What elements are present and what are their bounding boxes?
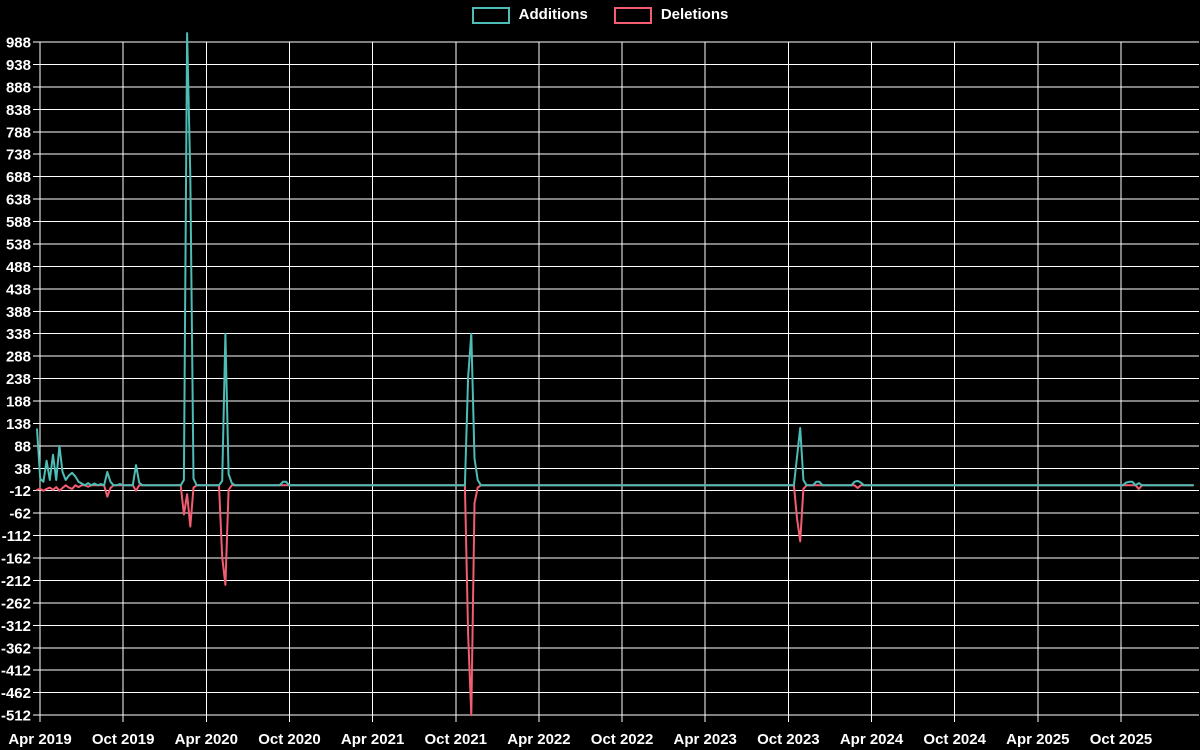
y-tick-label: -312 xyxy=(1,618,31,635)
x-tick-label: Apr 2025 xyxy=(1006,731,1069,748)
x-tick-label: Oct 2022 xyxy=(591,731,654,748)
y-tick-label: -362 xyxy=(1,640,31,657)
y-tick-label: -412 xyxy=(1,663,31,680)
chart-legend: Additions Deletions xyxy=(0,6,1200,24)
y-tick-label: -462 xyxy=(1,685,31,702)
y-tick-label: 488 xyxy=(6,259,31,276)
y-tick-label: 238 xyxy=(6,371,31,388)
x-tick-label: Apr 2024 xyxy=(840,731,904,748)
x-tick-label: Oct 2025 xyxy=(1090,731,1153,748)
y-tick-label: 738 xyxy=(6,147,31,164)
y-tick-label: 438 xyxy=(6,281,31,298)
y-tick-label: -262 xyxy=(1,595,31,612)
y-tick-label: -12 xyxy=(9,483,31,500)
legend-additions-label: Additions xyxy=(518,6,588,23)
y-tick-label: 538 xyxy=(6,236,31,253)
y-tick-label: 388 xyxy=(6,304,31,321)
additions-series-line xyxy=(36,32,1194,487)
deletions-swatch-icon xyxy=(613,6,652,24)
y-tick-label: 888 xyxy=(6,79,31,96)
x-tick-label: Oct 2019 xyxy=(92,731,155,748)
y-tick-label: 38 xyxy=(14,461,31,478)
x-axis-labels: Apr 2019 Oct 2019 Apr 2020 Oct 2020 Apr 2021… xyxy=(8,731,1152,748)
plot-grid-horizontal xyxy=(33,41,1199,716)
legend-deletions-label: Deletions xyxy=(660,6,729,23)
y-axis-labels: 988 938 888 838 788 738 688 638 588 538 488 438 388 3… xyxy=(1,35,31,725)
x-tick-label: Oct 2020 xyxy=(258,731,321,748)
y-tick-label: 588 xyxy=(6,214,31,231)
legend-item-deletions[interactable]: Deletions xyxy=(613,6,729,24)
y-tick-label: 688 xyxy=(6,169,31,186)
plot-grid-vertical xyxy=(39,42,1122,722)
x-tick-label: Apr 2019 xyxy=(8,731,71,748)
y-tick-label: 288 xyxy=(6,349,31,366)
y-tick-label: -112 xyxy=(2,528,31,545)
y-tick-label: 138 xyxy=(6,416,31,433)
legend-item-additions[interactable]: Additions xyxy=(471,6,588,24)
x-tick-label: Apr 2021 xyxy=(341,731,404,748)
additions-swatch-icon xyxy=(471,6,510,24)
x-tick-label: Oct 2021 xyxy=(424,731,487,748)
x-tick-label: Apr 2022 xyxy=(507,731,570,748)
x-tick-label: Apr 2023 xyxy=(674,731,737,748)
y-tick-label: 988 xyxy=(6,35,31,52)
y-tick-label: 188 xyxy=(6,393,31,410)
y-tick-label: 938 xyxy=(6,57,31,74)
y-tick-label: -162 xyxy=(1,551,31,568)
x-tick-label: Apr 2020 xyxy=(175,731,238,748)
y-tick-label: -62 xyxy=(9,506,31,523)
y-tick-label: 838 xyxy=(6,102,31,119)
x-tick-label: Oct 2024 xyxy=(923,731,986,748)
y-tick-label: -212 xyxy=(1,573,31,590)
y-tick-label: 788 xyxy=(6,124,31,141)
y-tick-label: 338 xyxy=(6,326,31,343)
y-tick-label: 88 xyxy=(14,438,31,455)
y-tick-label: -512 xyxy=(1,708,31,725)
x-tick-label: Oct 2023 xyxy=(757,731,820,748)
deletions-series-line xyxy=(36,484,1194,717)
y-tick-label: 638 xyxy=(6,192,31,209)
